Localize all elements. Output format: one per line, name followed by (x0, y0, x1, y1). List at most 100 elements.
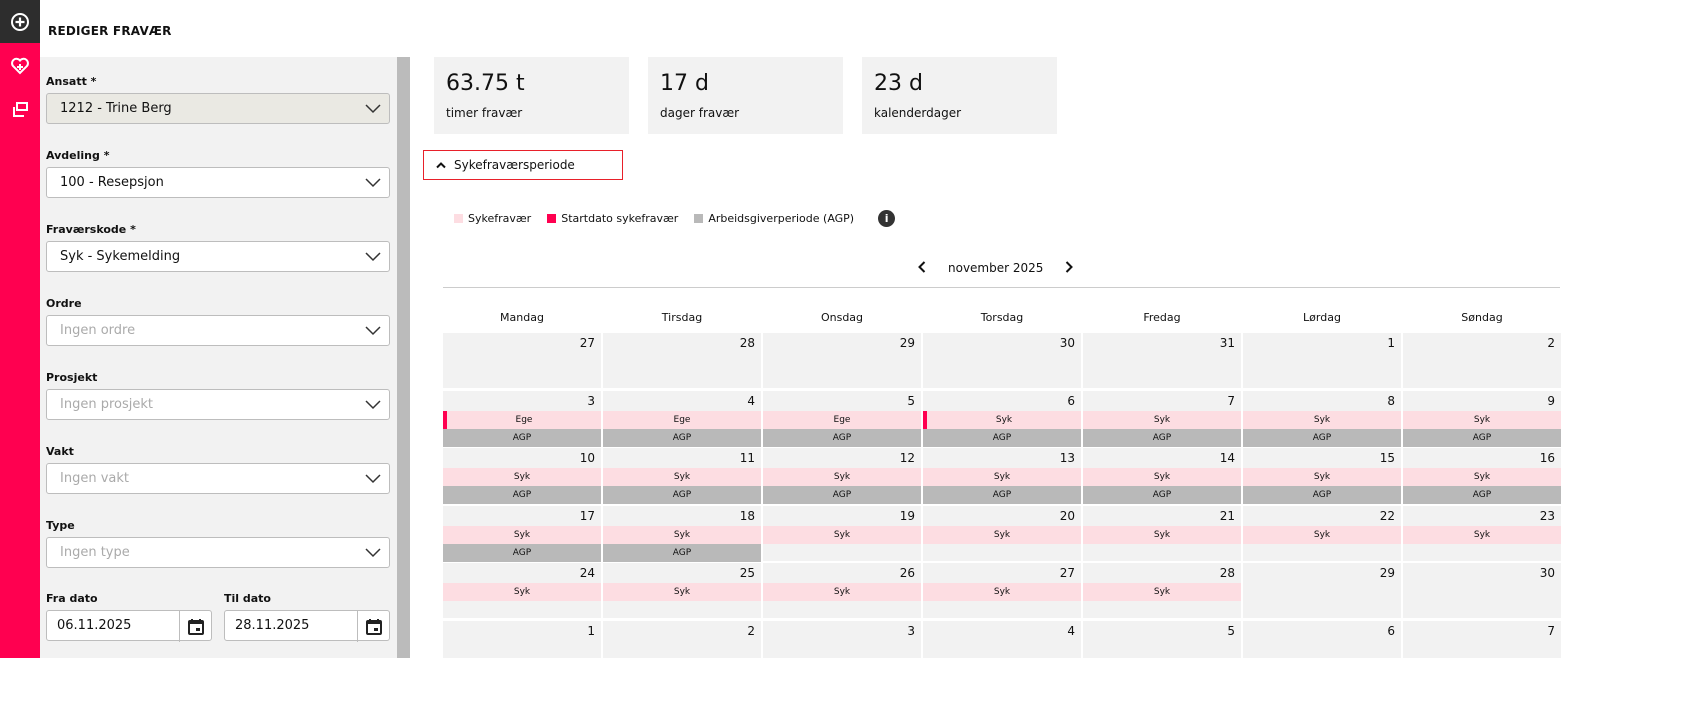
stat-label: kalenderdager (874, 106, 962, 120)
from-date-input[interactable]: 06.11.2025 (46, 610, 212, 642)
calendar-day[interactable]: 10 Syk AGP (443, 448, 601, 504)
day-number: 8 (1387, 394, 1395, 408)
chevron-up-icon (436, 162, 446, 169)
calendar-day[interactable]: 28 Syk (1083, 563, 1241, 618)
absence-nav-button[interactable] (0, 56, 40, 76)
sick-period-toggle[interactable]: Sykefraværsperiode (423, 150, 623, 180)
calendar-day[interactable]: 16 Syk AGP (1403, 448, 1561, 504)
stat-card: 17 d dager fravær (648, 57, 843, 134)
calendar-day[interactable]: 5 (1083, 621, 1241, 658)
vakt-select[interactable]: Ingen vakt (46, 463, 390, 494)
select-value: 100 - Resepsjon (60, 175, 164, 190)
select-value: Ingen type (60, 545, 130, 560)
legend-label: Sykefravær (468, 212, 532, 225)
calendar-day[interactable]: 23 Syk (1403, 506, 1561, 561)
absence-bar: Ege (763, 411, 921, 429)
calendar-day[interactable]: 11 Syk AGP (603, 448, 761, 504)
calendar-day[interactable]: 26 Syk (763, 563, 921, 618)
day-number: 29 (899, 336, 915, 350)
agp-bar: AGP (1243, 486, 1401, 504)
avdeling-select[interactable]: 100 - Resepsjon (46, 167, 390, 198)
calendar-day[interactable]: 19 Syk (763, 506, 921, 561)
add-circle-icon (11, 12, 29, 31)
calendar-day[interactable]: 4 Ege AGP (603, 391, 761, 447)
field-label: Type (46, 519, 75, 532)
agp-bar: AGP (923, 486, 1081, 504)
calendar-day[interactable]: 14 Syk AGP (1083, 448, 1241, 504)
calendar-day[interactable]: 27 (443, 333, 601, 388)
calendar-day[interactable]: 6 Syk AGP (923, 391, 1081, 447)
day-number: 14 (1219, 451, 1235, 465)
from-date-value: 06.11.2025 (57, 618, 132, 633)
type-select[interactable]: Ingen type (46, 537, 390, 568)
month-navigation: november 2025 (918, 258, 1074, 277)
next-month-button[interactable] (1065, 258, 1074, 277)
calendar-day[interactable]: 4 (923, 621, 1081, 658)
prev-month-button[interactable] (918, 258, 926, 277)
weekday-header: Mandag (500, 311, 544, 324)
copy-nav-button[interactable] (0, 100, 40, 120)
calendar-day[interactable]: 5 Ege AGP (763, 391, 921, 447)
chevron-right-icon (1066, 261, 1074, 273)
calendar-day[interactable]: 6 (1243, 621, 1401, 658)
field-label: Avdeling * (46, 149, 110, 162)
field-label: Vakt (46, 445, 74, 458)
calendar-day[interactable]: 20 Syk (923, 506, 1081, 561)
chevron-down-icon (365, 400, 381, 410)
calendar-day[interactable]: 24 Syk (443, 563, 601, 618)
calendar-day[interactable]: 1 (1243, 333, 1401, 388)
add-button[interactable] (0, 0, 40, 43)
absence-bar: Syk (923, 468, 1081, 486)
calendar-day[interactable]: 21 Syk (1083, 506, 1241, 561)
day-number: 3 (907, 624, 915, 638)
calendar-day[interactable]: 7 Syk AGP (1083, 391, 1241, 447)
calendar-day[interactable]: 31 (1083, 333, 1241, 388)
calendar-day[interactable]: 3 Ege AGP (443, 391, 601, 447)
absence-bar: Syk (923, 411, 1081, 429)
calendar-day[interactable]: 18 Syk AGP (603, 506, 761, 562)
calendar-day[interactable]: 17 Syk AGP (443, 506, 601, 562)
info-icon[interactable]: i (878, 210, 896, 227)
absence-bar: Syk (603, 583, 761, 601)
calendar-day[interactable]: 30 (923, 333, 1081, 388)
calendar-day[interactable]: 15 Syk AGP (1243, 448, 1401, 504)
calendar-day[interactable]: 29 (1243, 563, 1401, 618)
calendar-day[interactable]: 29 (763, 333, 921, 388)
day-number: 10 (579, 451, 595, 465)
day-number: 16 (1539, 451, 1555, 465)
from-date-picker-button[interactable] (179, 611, 211, 642)
calendar-day[interactable]: 30 (1403, 563, 1561, 618)
to-date-picker-button[interactable] (357, 611, 389, 642)
day-number: 15 (1379, 451, 1395, 465)
form-scrollbar[interactable] (397, 57, 410, 658)
calendar-day[interactable]: 25 Syk (603, 563, 761, 618)
calendar-day[interactable]: 9 Syk AGP (1403, 391, 1561, 447)
chevron-left-icon (918, 261, 926, 273)
select-value: 1212 - Trine Berg (60, 101, 172, 116)
calendar-day[interactable]: 12 Syk AGP (763, 448, 921, 504)
calendar-day[interactable]: 22 Syk (1243, 506, 1401, 561)
day-number: 5 (1227, 624, 1235, 638)
ansatt-select[interactable]: 1212 - Trine Berg (46, 93, 390, 124)
day-number: 6 (1387, 624, 1395, 638)
absence-bar: Syk (1083, 583, 1241, 601)
prosjekt-select[interactable]: Ingen prosjekt (46, 389, 390, 420)
to-date-input[interactable]: 28.11.2025 (224, 610, 390, 642)
day-number: 9 (1547, 394, 1555, 408)
chevron-down-icon (365, 252, 381, 262)
legend-item: Sykefravær (454, 212, 531, 225)
day-number: 3 (587, 394, 595, 408)
ordre-select[interactable]: Ingen ordre (46, 315, 390, 346)
calendar-day[interactable]: 3 (763, 621, 921, 658)
calendar-day[interactable]: 1 (443, 621, 601, 658)
calendar-day[interactable]: 7 (1403, 621, 1561, 658)
weekday-header: Søndag (1461, 311, 1503, 324)
calendar-day[interactable]: 13 Syk AGP (923, 448, 1081, 504)
fraværskode-select[interactable]: Syk - Sykemelding (46, 241, 390, 272)
calendar-day[interactable]: 28 (603, 333, 761, 388)
calendar-day[interactable]: 2 (603, 621, 761, 658)
calendar-day[interactable]: 8 Syk AGP (1243, 391, 1401, 447)
day-number: 28 (1219, 566, 1235, 580)
calendar-day[interactable]: 2 (1403, 333, 1561, 388)
calendar-day[interactable]: 27 Syk (923, 563, 1081, 618)
